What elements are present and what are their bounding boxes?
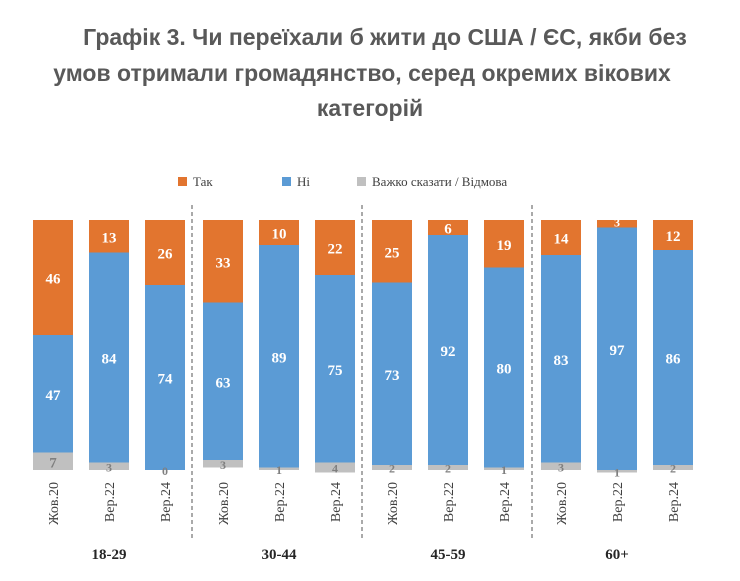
bar-segment xyxy=(203,302,243,460)
data-label: 6 xyxy=(444,222,452,238)
data-label: 19 xyxy=(497,238,512,254)
data-label: 26 xyxy=(158,247,174,263)
bar-segment xyxy=(315,275,355,463)
data-label: 0 xyxy=(162,464,168,478)
data-label: 97 xyxy=(610,343,626,359)
bar-segment xyxy=(484,467,524,470)
data-label: 33 xyxy=(216,255,231,271)
data-label: 10 xyxy=(272,227,287,243)
bar-segment xyxy=(428,235,468,465)
group-label: 30-44 xyxy=(262,547,297,563)
legend-label: Так xyxy=(193,174,213,189)
bar-segment xyxy=(541,255,581,463)
bar-segment xyxy=(203,220,243,303)
data-label: 3 xyxy=(106,460,112,474)
x-tick-label: Вер.22 xyxy=(611,482,626,522)
chart-title-line-3: категорій xyxy=(316,95,424,121)
group-label: 18-29 xyxy=(92,547,127,563)
bar-segment xyxy=(145,285,185,470)
x-tick-label: Жов.20 xyxy=(47,482,62,525)
legend-label: Важко сказати / Відмова xyxy=(372,174,507,189)
chart-title-line-1: Графік 3. Чи переїхали б жити до США / Є… xyxy=(83,24,687,50)
x-tick-label: Вер.24 xyxy=(159,482,174,522)
legend-swatch xyxy=(357,177,366,186)
data-label: 83 xyxy=(554,353,569,369)
data-label: 13 xyxy=(102,230,117,246)
x-tick-label: Жов.20 xyxy=(386,482,401,525)
data-label: 25 xyxy=(385,245,400,261)
bar-segment xyxy=(259,220,299,245)
bar-segment xyxy=(89,252,129,463)
bar-segment xyxy=(541,462,581,470)
bar-segment xyxy=(597,220,637,228)
bar-segment xyxy=(653,465,693,470)
chart-title-line-2: умов отримали громадянство, серед окреми… xyxy=(53,60,671,86)
bar-segment xyxy=(484,267,524,468)
bar-segment xyxy=(203,460,243,468)
group-label: 60+ xyxy=(605,547,629,563)
bar-segment xyxy=(597,470,637,473)
bar-segment xyxy=(315,220,355,275)
bar-segment xyxy=(33,335,73,453)
data-label: 1 xyxy=(501,463,507,477)
data-label: 3 xyxy=(558,460,564,474)
data-label: 7 xyxy=(49,455,57,471)
bar-segment xyxy=(484,220,524,268)
data-label: 2 xyxy=(389,462,395,476)
bar-segment xyxy=(653,250,693,465)
bar-segment xyxy=(145,220,185,285)
bar-segment xyxy=(33,452,73,470)
data-label: 2 xyxy=(670,462,676,476)
x-tick-label: Вер.24 xyxy=(498,482,513,522)
bar-segment xyxy=(541,220,581,255)
data-label: 22 xyxy=(328,242,343,258)
data-label: 84 xyxy=(102,352,118,368)
bar-segment xyxy=(428,465,468,470)
x-tick-label: Жов.20 xyxy=(217,482,232,525)
bar-segment xyxy=(259,467,299,470)
data-label: 75 xyxy=(328,363,343,379)
data-label: 92 xyxy=(441,344,456,360)
data-label: 2 xyxy=(445,462,451,476)
legend-swatch xyxy=(178,177,187,186)
bar-segment xyxy=(372,220,412,283)
data-label: 1 xyxy=(614,465,620,479)
x-tick-label: Вер.22 xyxy=(442,482,457,522)
data-label: 46 xyxy=(46,272,62,288)
data-label: 63 xyxy=(216,375,231,391)
legend-swatch xyxy=(282,177,291,186)
bar-segment xyxy=(372,465,412,470)
x-tick-label: Жов.20 xyxy=(555,482,570,525)
data-label: 73 xyxy=(385,368,400,384)
bar-segment xyxy=(89,220,129,253)
legend-label: Ні xyxy=(297,174,310,189)
data-label: 47 xyxy=(46,388,62,404)
group-label: 45-59 xyxy=(431,547,466,563)
data-label: 3 xyxy=(614,216,620,230)
bar-segment xyxy=(89,462,129,470)
data-label: 14 xyxy=(554,232,570,248)
data-label: 12 xyxy=(666,229,681,245)
data-label: 89 xyxy=(272,350,287,366)
data-label: 86 xyxy=(666,352,682,368)
data-label: 3 xyxy=(220,458,226,472)
bar-segment xyxy=(372,282,412,465)
x-tick-label: Вер.22 xyxy=(273,482,288,522)
x-tick-label: Вер.22 xyxy=(103,482,118,522)
x-tick-label: Вер.24 xyxy=(329,482,344,522)
bar-segment xyxy=(259,245,299,468)
data-label: 4 xyxy=(332,462,338,476)
bar-segment xyxy=(428,220,468,235)
bar-segment xyxy=(33,220,73,335)
data-label: 74 xyxy=(158,372,174,388)
x-tick-label: Вер.24 xyxy=(667,482,682,522)
bar-segment xyxy=(315,462,355,473)
bar-segment xyxy=(597,227,637,470)
data-label: 80 xyxy=(497,362,512,378)
bar-segment xyxy=(653,220,693,250)
data-label: 1 xyxy=(276,463,282,477)
